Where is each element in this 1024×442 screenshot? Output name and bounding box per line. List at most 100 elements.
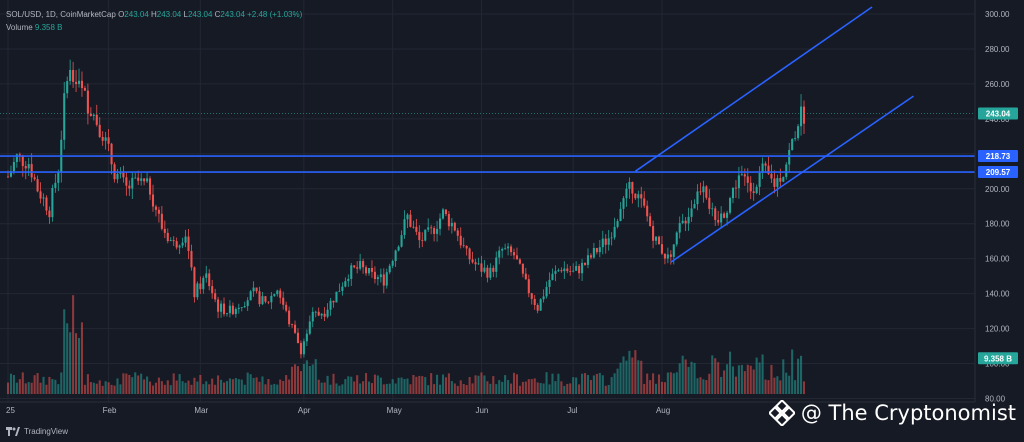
volume-bar <box>634 350 637 394</box>
trend-channel-lower[interactable] <box>670 95 914 263</box>
volume-bar <box>409 384 412 394</box>
candle-body <box>501 248 504 251</box>
volume-bar <box>687 366 690 394</box>
volume-bar <box>773 377 776 394</box>
volume-bar <box>554 381 557 394</box>
trend-channel-upper[interactable] <box>634 6 873 172</box>
x-tick-label: Mar <box>194 406 208 415</box>
legend-symbol[interactable]: SOL/USD, 1D, CoinMarketCap <box>6 10 116 19</box>
candle-body <box>228 305 231 314</box>
volume-bar <box>178 374 181 394</box>
candle-body <box>492 267 495 272</box>
volume-bar <box>512 372 516 394</box>
candle-body <box>468 248 471 260</box>
volume-bar <box>755 357 758 394</box>
candle-body <box>595 248 598 253</box>
volume-bar <box>415 376 418 394</box>
volume-bar <box>214 384 217 394</box>
volume-bar <box>581 373 584 394</box>
binance-logo-icon <box>768 400 795 426</box>
volume-bar <box>110 384 113 394</box>
candle-body <box>394 250 397 262</box>
volume-bar <box>575 377 578 394</box>
volume-bar <box>527 379 530 394</box>
time-axis[interactable]: 25 Feb Mar Apr May Jun Jul Aug <box>6 406 670 415</box>
candle-body <box>578 266 581 274</box>
volume-bar <box>643 383 646 394</box>
price-label-box <box>978 352 1018 365</box>
candle-body <box>554 271 557 274</box>
y-tick-label: 180.00 <box>985 220 1010 229</box>
volume-bar <box>196 381 199 394</box>
candle-body <box>462 245 465 247</box>
volume-bar <box>267 379 270 394</box>
candle-body <box>474 262 477 265</box>
candle-body <box>433 228 436 234</box>
candle-body <box>21 155 24 167</box>
volume-bar <box>211 378 214 394</box>
volume-bar <box>666 372 669 394</box>
volume-bar <box>592 375 595 394</box>
candle-body <box>504 248 507 250</box>
legend-volume-label[interactable]: Volume <box>6 23 33 32</box>
volume-bar <box>217 375 220 394</box>
candle-body <box>184 236 187 243</box>
candle-body <box>634 193 637 199</box>
volume-bar <box>205 381 208 394</box>
candle-body <box>397 246 400 251</box>
candle-body <box>589 255 592 258</box>
grid-lines <box>0 0 975 402</box>
candle-body <box>57 172 60 183</box>
volume-bar <box>341 384 344 394</box>
volume-bar <box>720 376 723 394</box>
candle-body <box>190 251 193 268</box>
volume-bar <box>314 359 317 394</box>
volume-bar <box>107 382 110 394</box>
volume-bar <box>495 384 498 394</box>
volume-bar <box>353 381 356 394</box>
candle-body <box>72 69 75 82</box>
candle-body <box>693 204 696 209</box>
candle-body <box>66 81 69 94</box>
tradingview-brand[interactable]: TradingView <box>6 427 68 436</box>
candle-body <box>27 164 30 169</box>
candle-body <box>752 191 755 193</box>
volume-bar <box>326 375 329 394</box>
candle-body <box>770 173 773 179</box>
candle-body <box>252 287 255 292</box>
volume-bar <box>447 373 450 394</box>
candle-body <box>743 174 746 177</box>
candle-body <box>450 222 453 227</box>
volume-bar <box>350 376 353 394</box>
volume-bars <box>6 295 806 394</box>
volume-bar <box>533 378 536 394</box>
candle-body <box>95 114 98 125</box>
volume-bar <box>690 361 693 394</box>
price-label-text: 209.57 <box>986 168 1011 177</box>
volume-bar <box>169 385 172 394</box>
tradingview-logo-icon <box>6 427 20 436</box>
volume-bar <box>335 383 338 394</box>
candle-body <box>146 178 149 182</box>
volume-bar <box>693 362 696 394</box>
volume-bar <box>737 365 740 394</box>
candle-body <box>48 210 51 218</box>
candle-body <box>391 261 394 266</box>
volume-bar <box>9 373 12 394</box>
candle-body <box>63 93 66 140</box>
legend-volume-row: Volume 9.358 B <box>6 21 302 34</box>
volume-bar <box>441 374 445 394</box>
y-tick-label: 200.00 <box>985 185 1010 194</box>
candle-body <box>302 341 305 355</box>
candle-body <box>660 244 663 254</box>
volume-bar <box>163 384 166 394</box>
volume-bar <box>625 360 628 394</box>
volume-bar <box>54 379 57 394</box>
candle-body <box>293 324 297 333</box>
candle-body <box>720 213 723 223</box>
candle-body <box>291 324 294 326</box>
volume-bar <box>779 380 782 394</box>
volume-bar <box>731 366 735 394</box>
candle-body <box>299 343 302 355</box>
